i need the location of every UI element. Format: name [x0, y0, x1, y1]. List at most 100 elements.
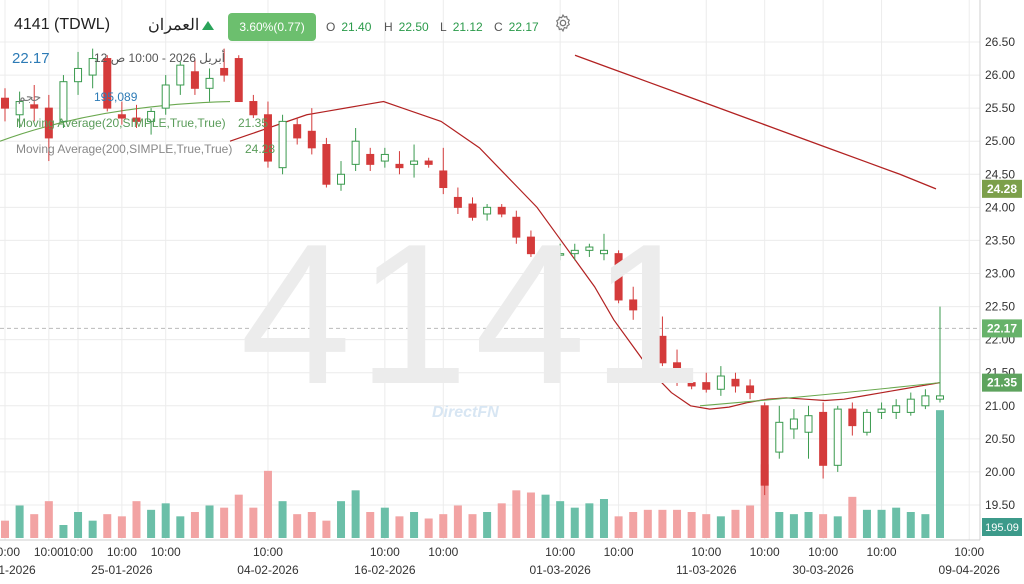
price-badge-label: 22.17	[987, 321, 1017, 335]
volume-bar	[1, 520, 9, 538]
volume-bar	[263, 470, 272, 538]
volume-bar	[220, 507, 229, 538]
change-badge: 3.60%(0.77)	[228, 13, 316, 41]
volume-bar	[161, 503, 170, 538]
time-tick-label: 10:00	[63, 545, 93, 559]
volume-bar	[497, 503, 506, 538]
volume-bar	[556, 501, 565, 538]
candle-body	[862, 411, 871, 433]
volume-bar	[614, 516, 623, 538]
price-tick-label: 24.50	[985, 167, 1015, 181]
date-tick-label: 30-03-2026	[792, 563, 854, 577]
candle-body	[512, 216, 521, 238]
volume-bar	[147, 509, 156, 538]
volume-bar	[88, 520, 97, 538]
volume-bar	[366, 512, 375, 538]
price-tick-label: 23.50	[985, 233, 1015, 247]
volume-bar	[687, 512, 696, 538]
volume-bar	[44, 501, 53, 538]
volume-bar	[249, 507, 258, 538]
volume-bar	[570, 507, 579, 538]
settings-gear-icon[interactable]	[553, 13, 573, 33]
candle-body	[44, 107, 53, 139]
candle-body	[673, 362, 682, 380]
volume-bar	[132, 501, 141, 538]
candle-body	[716, 375, 725, 390]
ma20-line	[0, 100, 941, 407]
company-name: العمران	[148, 17, 200, 34]
candle-body	[731, 378, 740, 387]
volume-bar	[599, 499, 608, 538]
volume-value: 195,089	[94, 90, 138, 104]
ohlc-open: O 21.40	[326, 20, 372, 34]
date-tick-label: 25-01-2026	[91, 563, 153, 577]
volume-bar	[468, 514, 477, 538]
candle-body	[526, 236, 535, 255]
volume-bar	[862, 509, 871, 538]
ma20-red-line	[229, 100, 941, 410]
volume-bar	[293, 514, 302, 538]
candle-body	[322, 144, 331, 185]
volume-bar	[819, 514, 828, 538]
time-tick-label: 10:00	[691, 545, 721, 559]
price-tick-label: 25.00	[985, 134, 1015, 148]
volume-bar	[892, 507, 901, 538]
candle-body	[366, 153, 375, 165]
volume-bar	[512, 490, 521, 538]
candle-body	[599, 249, 608, 255]
candle-body	[629, 299, 638, 311]
volume-bar	[848, 496, 857, 538]
volume-bar	[629, 512, 638, 538]
volume-badge-label: 195.09	[985, 522, 1019, 534]
volume-bar	[673, 509, 682, 538]
price-badge	[982, 373, 1022, 392]
candle-body	[702, 382, 711, 390]
candle-body	[936, 395, 944, 400]
volume-bar	[205, 505, 214, 538]
price-tick-label: 22.50	[985, 300, 1015, 314]
volume-bar	[176, 516, 185, 538]
ma20-value: 21.35	[238, 116, 269, 130]
candle-body	[59, 81, 68, 122]
candle-body	[819, 411, 828, 466]
price-tick-label: 24.00	[985, 200, 1015, 214]
volume-bar	[658, 509, 667, 538]
volume-bar	[307, 512, 316, 538]
last-price: 22.17	[12, 50, 50, 67]
candle-body	[147, 110, 156, 122]
volume-bar	[15, 505, 24, 538]
candle-body	[176, 64, 185, 86]
candle-body	[380, 153, 389, 162]
candle-body	[351, 140, 360, 165]
candle-body	[103, 58, 112, 109]
time-tick-label: 10:00	[34, 545, 64, 559]
volume-bar	[746, 505, 755, 538]
time-tick-label: 10:00	[750, 545, 780, 559]
date-tick-label: 12-01-2026	[0, 563, 36, 577]
volume-bar	[789, 514, 798, 538]
volume-bar	[585, 503, 594, 538]
volume-bar	[278, 501, 287, 538]
candle-body	[307, 130, 316, 149]
candle-body	[585, 246, 594, 251]
price-tick-label: 19.50	[985, 498, 1015, 512]
volume-bar	[103, 514, 112, 538]
bar-datetime: أبريل 2026 - 10:00 ص 12	[94, 51, 226, 65]
brand-watermark: DirectFN	[432, 404, 499, 421]
time-tick-label: 10:00	[0, 545, 20, 559]
volume-bar	[936, 410, 944, 538]
candle-body	[497, 206, 506, 215]
volume-bar	[731, 509, 740, 538]
time-tick-label: 10:00	[151, 545, 181, 559]
ma20-label: Moving Average(20,SIMPLE,True,True)	[16, 116, 226, 130]
volume-bar	[59, 525, 68, 538]
ma200-line	[574, 54, 937, 190]
time-tick-label: 10:00	[604, 545, 634, 559]
candle-body	[804, 415, 813, 433]
volume-bar	[322, 520, 331, 538]
candle-body	[468, 203, 477, 218]
volume-bar	[190, 512, 199, 538]
volume-bar	[337, 501, 346, 538]
ma200-label: Moving Average(200,SIMPLE,True,True)	[16, 142, 233, 156]
